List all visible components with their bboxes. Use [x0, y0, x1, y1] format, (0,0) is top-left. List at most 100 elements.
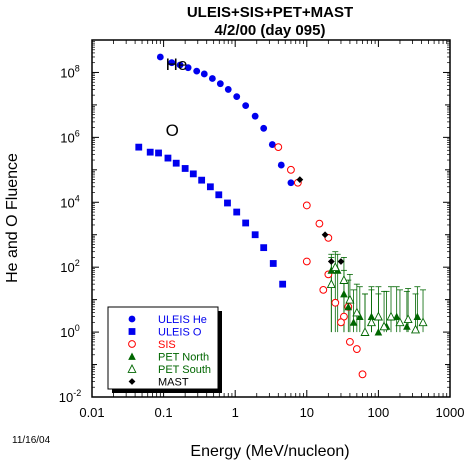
- sis-point: [315, 219, 324, 228]
- data-points: [135, 53, 428, 379]
- uleis-o-point: [164, 154, 172, 162]
- x-tick-label: 10: [300, 405, 314, 420]
- pet-south-point: [352, 307, 362, 317]
- uleis-o-point: [233, 208, 241, 216]
- pet-north-point: [392, 312, 401, 321]
- uleis-he-point: [287, 179, 295, 187]
- pet-north-point: [349, 318, 358, 326]
- uleis-o-point: [215, 191, 223, 199]
- mast-point: [296, 176, 304, 183]
- sis-point: [274, 143, 283, 152]
- uleis-o-point: [181, 165, 189, 172]
- uleis-he-point: [208, 75, 216, 82]
- y-tick-label: 104: [60, 193, 79, 210]
- legend-label-pet-north: PET North: [158, 352, 209, 364]
- y-tick-label: 10-2: [59, 388, 81, 405]
- uleis-o-point: [279, 280, 287, 288]
- uleis-o-point: [260, 244, 268, 252]
- uleis-he-point: [242, 102, 250, 110]
- annotation-o: O: [166, 121, 179, 140]
- mast-point: [321, 231, 329, 239]
- sis-point: [352, 345, 361, 353]
- uleis-he-point: [168, 59, 176, 67]
- pet-south-point: [339, 275, 349, 284]
- uleis-he-point: [200, 70, 208, 78]
- uleis-o-point: [251, 231, 259, 239]
- uleis-o-point: [206, 183, 214, 191]
- pet-south-point: [395, 317, 405, 327]
- uleis-he-point: [184, 64, 192, 72]
- legend-marker-sis: [128, 340, 136, 348]
- pet-north-point: [374, 328, 383, 336]
- uleis-he-point: [156, 53, 164, 61]
- sis-point: [346, 337, 354, 346]
- uleis-he-point: [233, 93, 241, 101]
- legend-label-uleis-o: ULEIS O: [158, 327, 202, 339]
- plot-frame: [91, 39, 451, 398]
- sis-point: [331, 298, 340, 307]
- pet-south-point: [326, 279, 336, 289]
- sis-point: [358, 370, 367, 379]
- legend-marker-pet-south: [127, 364, 137, 373]
- uleis-o-point: [198, 176, 206, 184]
- uleis-he-point: [251, 112, 259, 120]
- x-tick-label: 1000: [436, 405, 465, 420]
- uleis-he-point: [260, 124, 268, 132]
- pet-north-point: [344, 302, 353, 311]
- chart-subtitle: 4/2/00 (day 095): [215, 22, 326, 39]
- uleis-o-point: [155, 149, 162, 157]
- y-tick-label: 106: [60, 128, 79, 145]
- uleis-he-point: [277, 161, 285, 169]
- uleis-he-point: [176, 61, 184, 69]
- uleis-he-point: [224, 86, 232, 93]
- uleis-o-point: [135, 143, 143, 151]
- x-tick-label: 0.01: [79, 405, 104, 420]
- legend-marker-uleis-he: [128, 315, 136, 323]
- legend-box: [107, 306, 219, 390]
- chart-title: ULEIS+SIS+PET+MAST: [187, 4, 353, 21]
- legend-marker-mast: [128, 378, 136, 385]
- pet-south-point: [410, 324, 421, 334]
- y-tick-label: 102: [60, 258, 79, 275]
- pet-south-point: [403, 314, 413, 324]
- pet-south-point: [366, 317, 376, 327]
- x-axis-label: Energy (MeV/nucleon): [190, 443, 349, 460]
- annotations: He O: [166, 55, 188, 140]
- x-tick-label: 0.1: [155, 405, 173, 420]
- x-tick-label: 100: [368, 405, 390, 420]
- pet-north-point: [367, 312, 376, 321]
- uleis-he-point: [193, 67, 201, 75]
- pet-south-point: [345, 294, 355, 304]
- x-tick-label: 1: [232, 405, 239, 420]
- pet-south-point: [373, 311, 383, 321]
- legend-label-pet-south: PET South: [158, 364, 211, 376]
- pet-south-point: [330, 262, 340, 272]
- pet-north-point: [340, 289, 348, 298]
- y-axis-label: He and O Fluence: [4, 153, 21, 283]
- mast-point: [337, 258, 345, 265]
- y-tick-label: 108: [60, 63, 79, 80]
- axis-ticks: [91, 39, 451, 398]
- y-tick-label: 100: [60, 323, 79, 340]
- sis-point: [337, 318, 345, 327]
- uleis-o-point: [146, 148, 154, 156]
- pet-south-point: [386, 311, 396, 321]
- date-stamp: 11/16/04: [12, 435, 51, 446]
- legend-label-sis: SIS: [158, 339, 176, 351]
- sis-point: [319, 285, 328, 294]
- uleis-o-point: [189, 170, 197, 178]
- uleis-o-point: [172, 159, 180, 167]
- legend-marker-pet-north: [128, 352, 136, 360]
- pet-south-point: [379, 321, 389, 331]
- uleis-o-point: [242, 219, 250, 227]
- x-tick-labels: 0.01 0.1 1 10 100 1000: [79, 405, 464, 420]
- legend-label-uleis-he: ULEIS He: [158, 314, 207, 326]
- pet-south-point: [418, 317, 428, 327]
- y-tick-labels: 10-2 100 102 104 106 108: [59, 63, 81, 405]
- pet-south-point: [360, 327, 370, 336]
- mast-point: [327, 258, 335, 265]
- legend-marker-uleis-o: [128, 328, 136, 335]
- sis-point: [287, 165, 295, 174]
